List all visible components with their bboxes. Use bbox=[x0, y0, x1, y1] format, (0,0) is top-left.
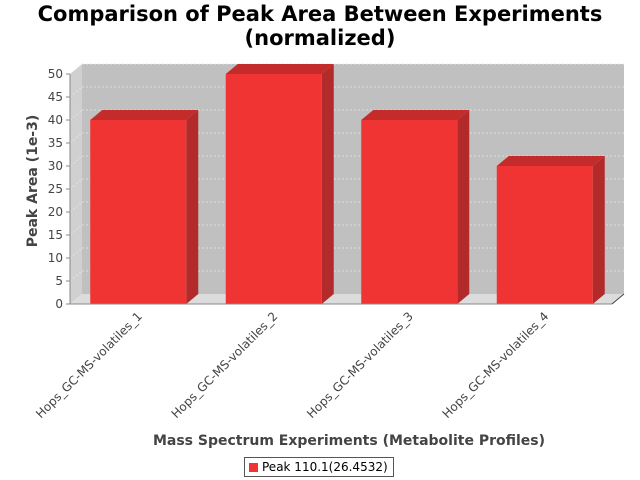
x-tick-label: Hops_GC-MS-volatiles_4 bbox=[440, 309, 552, 421]
y-axis-ticks: 0 5 10 15 20 25 30 35 40 45 50 bbox=[48, 67, 70, 311]
chart-title-line-2: (normalized) bbox=[244, 26, 396, 50]
x-axis-end bbox=[611, 293, 625, 305]
y-tick-label: 40 bbox=[48, 113, 63, 127]
bar-top bbox=[90, 110, 199, 120]
x-tick-label: Hops_GC-MS-volatiles_2 bbox=[169, 309, 281, 421]
y-tick-label: 35 bbox=[48, 136, 63, 150]
bar-top bbox=[225, 64, 334, 74]
bar-side bbox=[321, 64, 334, 304]
y-tick-label: 0 bbox=[55, 297, 63, 311]
bar bbox=[225, 74, 322, 304]
bars bbox=[90, 64, 605, 304]
gridline bbox=[69, 132, 83, 144]
gridline bbox=[69, 178, 83, 190]
legend: Peak 110.1(26.4532) bbox=[244, 457, 394, 477]
bar bbox=[496, 166, 593, 304]
y-tick-label: 15 bbox=[48, 228, 63, 242]
legend-label: Peak 110.1(26.4532) bbox=[262, 460, 388, 474]
gridline bbox=[69, 63, 83, 75]
bar-side bbox=[186, 110, 199, 304]
gridline bbox=[69, 109, 83, 121]
bar bbox=[90, 120, 187, 304]
gridlines bbox=[69, 63, 624, 282]
bar-top bbox=[496, 156, 605, 166]
y-axis-label: Peak Area (1e-3) bbox=[25, 115, 41, 248]
gridline bbox=[69, 224, 83, 236]
legend-swatch bbox=[249, 462, 258, 472]
x-tick-label: Hops_GC-MS-volatiles_3 bbox=[304, 309, 416, 421]
bar-top bbox=[361, 110, 470, 120]
y-tick-label: 30 bbox=[48, 159, 63, 173]
floor bbox=[70, 294, 624, 304]
bar-side bbox=[457, 110, 470, 304]
bar bbox=[361, 120, 458, 304]
y-tick-label: 5 bbox=[55, 274, 63, 288]
x-axis-ticks: Hops_GC-MS-volatiles_1 Hops_GC-MS-volatil… bbox=[33, 309, 551, 421]
x-tick-label: Hops_GC-MS-volatiles_1 bbox=[33, 309, 145, 421]
gridline bbox=[69, 201, 83, 213]
gridline bbox=[69, 155, 83, 167]
y-tick-label: 45 bbox=[48, 90, 63, 104]
gridline bbox=[69, 86, 83, 98]
y-tick-label: 10 bbox=[48, 251, 63, 265]
y-tick-label: 20 bbox=[48, 205, 63, 219]
y-tick-label: 50 bbox=[48, 67, 63, 81]
bar-side bbox=[592, 156, 605, 304]
gridline bbox=[69, 270, 83, 282]
x-axis-label: Mass Spectrum Experiments (Metabolite Pr… bbox=[153, 433, 545, 449]
gridline bbox=[69, 247, 83, 259]
chart-title: Comparison of Peak Area Between Experime… bbox=[0, 2, 640, 50]
chart-title-line-1: Comparison of Peak Area Between Experime… bbox=[37, 2, 603, 26]
left-wall bbox=[70, 64, 82, 304]
y-tick-label: 25 bbox=[48, 182, 63, 196]
